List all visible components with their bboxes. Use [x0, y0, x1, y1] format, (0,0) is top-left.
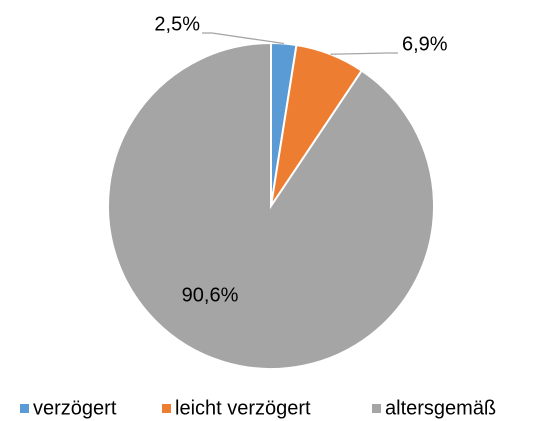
- legend-label: leicht verzögert: [175, 397, 311, 419]
- legend-swatch: [20, 404, 29, 413]
- leader-line: [202, 32, 284, 45]
- data-label: 90,6%: [182, 284, 239, 306]
- leader-line: [330, 52, 398, 55]
- legend-swatch: [372, 404, 381, 413]
- legend-label: verzögert: [33, 397, 117, 419]
- data-label: 2,5%: [154, 13, 200, 35]
- pie-slice: [107, 41, 435, 370]
- data-label: 6,9%: [402, 33, 448, 55]
- legend-label: altersgemäß: [385, 397, 496, 419]
- legend-swatch: [162, 404, 171, 413]
